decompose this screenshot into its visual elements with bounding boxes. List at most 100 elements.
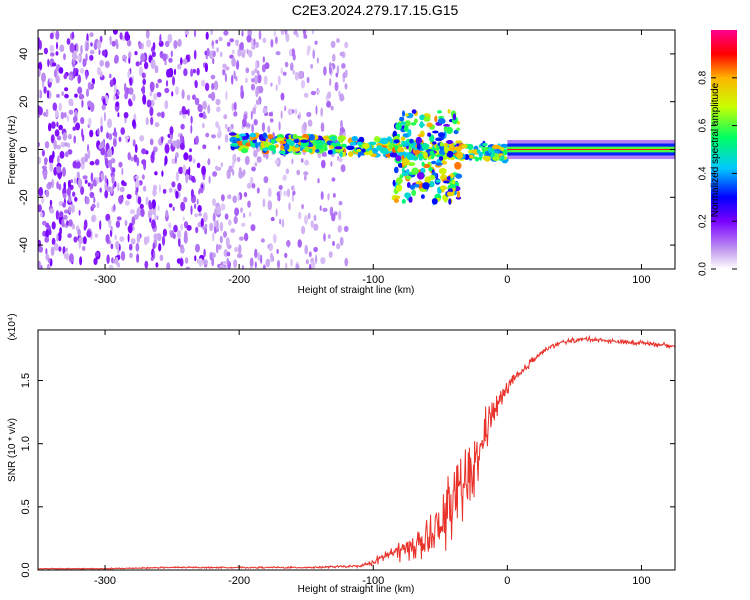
spectrogram-noise-cell (300, 79, 306, 89)
spec-y-tick-label: 0 (18, 146, 30, 152)
spectrogram-noise-cell (327, 193, 330, 201)
spectrogram-noise-cell (104, 182, 108, 192)
spectrogram-noise-cell (136, 186, 139, 193)
spectrogram-band-cell (323, 146, 328, 152)
spectrogram-noise-cell (126, 39, 132, 47)
spectrogram-noise-cell (224, 134, 229, 143)
spectrogram-spread-cell (443, 142, 448, 148)
spectrogram-noise-cell (231, 102, 234, 112)
spectrogram-noise-cell (232, 169, 235, 176)
spectrogram-spread-cell (393, 198, 399, 203)
spectrogram-noise-cell (151, 151, 154, 160)
spectrogram-noise-cell (247, 200, 251, 208)
spectrogram-noise-cell (146, 39, 152, 48)
spectrogram-noise-cell (202, 122, 205, 129)
spectrogram-noise-cell (153, 93, 158, 101)
spectrogram-noise-cell (38, 68, 41, 77)
spectrogram-noise-cell (139, 60, 142, 66)
spectrogram-spread-cell (432, 130, 439, 134)
spectrogram-noise-cell (256, 156, 262, 163)
spectrogram-noise-cell (152, 188, 157, 197)
spectrogram-noise-cell (133, 154, 138, 163)
spectrogram-noise-cell (99, 59, 104, 67)
spectrogram-noise-cell (143, 236, 148, 246)
spectrogram-noise-cell (173, 40, 178, 49)
spectrogram-noise-cell (306, 76, 310, 84)
spectrogram-noise-cell (282, 71, 287, 76)
spectrogram-noise-cell (232, 195, 237, 204)
spectrogram-band-cell (228, 132, 237, 136)
spectrogram-noise-cell (140, 53, 146, 63)
spectrogram-noise-cell (229, 126, 232, 135)
spectrogram-noise-cell (262, 56, 265, 63)
spectrogram-noise-cell (63, 209, 69, 214)
spectrogram-spread-cell (395, 177, 403, 185)
spectrogram-noise-cell (38, 260, 41, 269)
spectrogram-noise-cell (158, 243, 162, 252)
spectrogram-noise-cell (310, 63, 314, 69)
spectrogram-noise-cell (280, 30, 285, 36)
spectrogram-noise-cell (65, 247, 69, 252)
spectrogram-noise-cell (311, 260, 316, 269)
spectrogram-noise-cell (225, 90, 228, 101)
spectrogram-noise-cell (288, 49, 292, 57)
spectrogram-noise-cell (298, 211, 302, 220)
spectrogram-band-cell (379, 147, 389, 154)
spectrogram-noise-cell (149, 106, 154, 117)
spectrogram-noise-cell (256, 70, 260, 76)
spectrogram-noise-cell (308, 251, 312, 258)
spectrogram-noise-cell (55, 75, 60, 84)
spectrogram-noise-cell (236, 59, 239, 70)
spectrogram-noise-cell (62, 193, 67, 199)
spectrogram-noise-cell (141, 174, 145, 180)
spectrogram-noise-cell (270, 39, 274, 48)
spectrogram-spread-cell (444, 145, 449, 154)
spectrogram-noise-cell (255, 60, 258, 70)
spectrogram-noise-cell (263, 176, 269, 184)
spectrogram-noise-cell (54, 69, 57, 78)
spectrogram-noise-cell (64, 142, 68, 147)
spectrogram-noise-cell (121, 167, 124, 176)
spectrogram-band-cell (361, 148, 366, 153)
spectrogram-noise-cell (224, 213, 229, 220)
spectrogram-noise-cell (211, 134, 216, 139)
spectrogram-noise-cell (135, 175, 139, 180)
spectrogram-noise-cell (156, 92, 162, 98)
spectrogram-noise-cell (80, 117, 85, 125)
spectrogram-noise-cell (115, 101, 120, 107)
spectrogram-noise-cell (237, 48, 242, 57)
spectrogram-noise-cell (114, 54, 119, 64)
spectrogram-noise-cell (175, 171, 180, 182)
spectrogram-noise-cell (117, 248, 120, 256)
spectrogram-noise-cell (302, 30, 307, 36)
spectrogram-noise-cell (64, 87, 69, 92)
spectrogram-noise-cell (172, 140, 178, 147)
spectrogram-noise-cell (133, 175, 136, 180)
spectrogram-noise-cell (134, 51, 138, 56)
spectrogram-spread-cell (423, 116, 431, 122)
spectrogram-noise-cell (51, 237, 56, 245)
spectrogram-spread-cell (395, 155, 402, 162)
spectrogram-noise-cell (260, 238, 265, 243)
spectrogram-noise-cell (290, 62, 294, 71)
spectrogram-spread-cell (456, 190, 461, 199)
spectrogram-noise-cell (225, 237, 230, 247)
spectrogram-noise-cell (239, 236, 244, 241)
spectrogram-spread-cell (437, 188, 442, 194)
spectrogram-noise-cell (149, 81, 155, 92)
spectrogram-noise-cell (238, 244, 242, 255)
spectrogram-spread-cell (437, 118, 446, 125)
spectrogram-noise-cell (171, 158, 176, 165)
spectrogram-noise-cell (307, 119, 313, 127)
spectrogram-noise-cell (108, 133, 113, 141)
spectrogram-band-cell (468, 154, 474, 159)
spectrogram-noise-cell (333, 193, 336, 198)
spectrogram-noise-cell (253, 149, 258, 158)
spectrogram-noise-cell (67, 149, 73, 155)
spectrogram-spread-cell (411, 109, 417, 114)
spectrogram-noise-cell (204, 62, 208, 73)
spectrogram-noise-cell (215, 121, 219, 128)
spectrogram-noise-cell (190, 68, 194, 78)
spectrogram-noise-cell (40, 212, 43, 218)
spectrogram-noise-cell (213, 80, 219, 91)
